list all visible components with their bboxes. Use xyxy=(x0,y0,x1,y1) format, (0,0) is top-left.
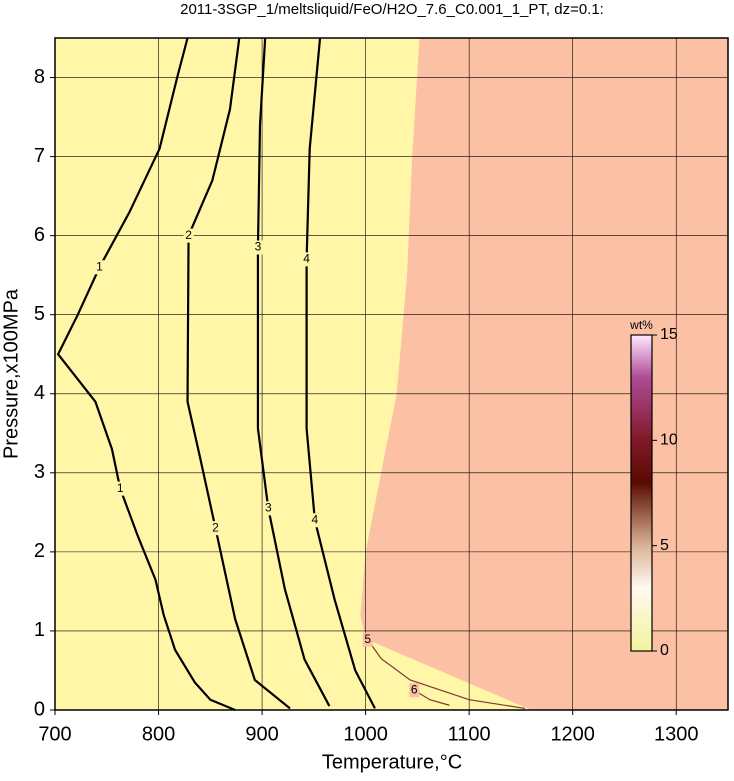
x-tick-label: 1100 xyxy=(448,723,491,745)
contour-label: 4 xyxy=(303,252,310,266)
y-tick-label: 3 xyxy=(34,461,45,483)
contour-label: 3 xyxy=(265,501,272,515)
x-tick-label: 1000 xyxy=(343,723,388,745)
contour-label-bg xyxy=(210,521,221,536)
x-tick-label: 800 xyxy=(142,723,175,745)
contour-line xyxy=(56,37,236,712)
y-tick-label: 1 xyxy=(34,619,45,641)
y-tick-label: 6 xyxy=(34,224,45,246)
contour-label-bg xyxy=(252,240,263,255)
y-tick-label: 4 xyxy=(34,382,45,404)
contour-label: 2 xyxy=(212,520,219,534)
colorbar-tick-label: 0 xyxy=(660,642,669,659)
contour-label-bg xyxy=(263,501,274,516)
x-tick-label: 1300 xyxy=(654,723,699,745)
region-area xyxy=(360,38,728,710)
x-axis-label: Temperature,°C xyxy=(322,751,462,773)
contour-label: 1 xyxy=(96,259,103,273)
contour-line xyxy=(413,689,450,706)
contour-label: 1 xyxy=(117,481,124,495)
contour-label: 4 xyxy=(312,512,319,526)
contour-label-bg xyxy=(362,632,373,647)
chart-title: 2011-3SGP_1/meltsliquid/FeO/H2O_7.6_C0.0… xyxy=(180,1,604,18)
y-tick-label: 0 xyxy=(34,698,45,720)
contour-line xyxy=(186,37,291,710)
x-tick-label: 1200 xyxy=(550,723,595,745)
contour-line xyxy=(367,639,526,710)
y-tick-label: 2 xyxy=(34,540,45,562)
contour-line xyxy=(256,37,331,707)
x-tick-label: 900 xyxy=(245,723,278,745)
y-tick-label: 5 xyxy=(34,303,45,325)
y-tick-label: 8 xyxy=(34,66,45,88)
contour-label: 2 xyxy=(185,228,192,242)
contour-label-bg xyxy=(94,260,105,275)
contour-label-bg xyxy=(301,252,312,267)
contour-label: 6 xyxy=(411,682,418,696)
y-axis-label: Pressure,x100MPa xyxy=(0,288,22,459)
colorbar-label: wt% xyxy=(629,318,653,332)
contour-label-bg xyxy=(115,481,126,496)
contour-label-bg xyxy=(309,513,320,528)
x-tick-label: 700 xyxy=(38,723,71,745)
contour-label: 3 xyxy=(255,240,262,254)
contour-label-bg xyxy=(183,228,194,243)
colorbar-tick-label: 5 xyxy=(660,537,669,554)
plot-frame xyxy=(54,37,729,711)
colorbar xyxy=(630,334,653,652)
contour-label: 5 xyxy=(364,632,371,646)
contour-line xyxy=(305,37,376,709)
y-tick-label: 7 xyxy=(34,145,45,167)
colorbar-tick-label: 10 xyxy=(660,432,678,449)
colorbar-tick-label: 15 xyxy=(660,326,678,343)
contour-label-bg xyxy=(409,683,420,698)
